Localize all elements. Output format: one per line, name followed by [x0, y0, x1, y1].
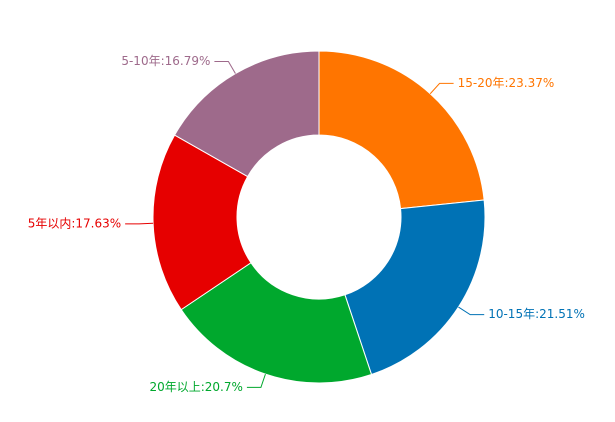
- slice-5-10-years[interactable]: [173, 50, 320, 178]
- slice-label-20-years-plus: 20年以上:20.7%: [149, 380, 242, 394]
- labels-layer: 15-20年:23.37% 10-15年:21.51% 20年以上:20.7% 5年以…: [28, 54, 585, 394]
- leader-line-20-years-plus: [246, 373, 266, 388]
- slices-layer: [152, 50, 486, 384]
- leader-lines-layer: [125, 60, 485, 388]
- leader-line-15-20-years: [429, 82, 454, 95]
- slice-5-years-within[interactable]: [152, 134, 252, 311]
- slice-20-years-plus[interactable]: [180, 262, 373, 384]
- slice-10-15-years[interactable]: [344, 199, 486, 376]
- slice-label-15-20-years: 15-20年:23.37%: [458, 76, 555, 90]
- slice-label-5-10-years: 5-10年:16.79%: [121, 54, 210, 68]
- slice-label-5-years-within: 5年以内:17.63%: [28, 216, 121, 230]
- leader-line-5-years-within: [125, 222, 154, 225]
- leader-line-5-10-years: [214, 60, 236, 74]
- slice-label-10-15-years: 10-15年:21.51%: [488, 307, 585, 321]
- slice-15-20-years[interactable]: [318, 50, 485, 210]
- leader-line-10-15-years: [458, 306, 485, 316]
